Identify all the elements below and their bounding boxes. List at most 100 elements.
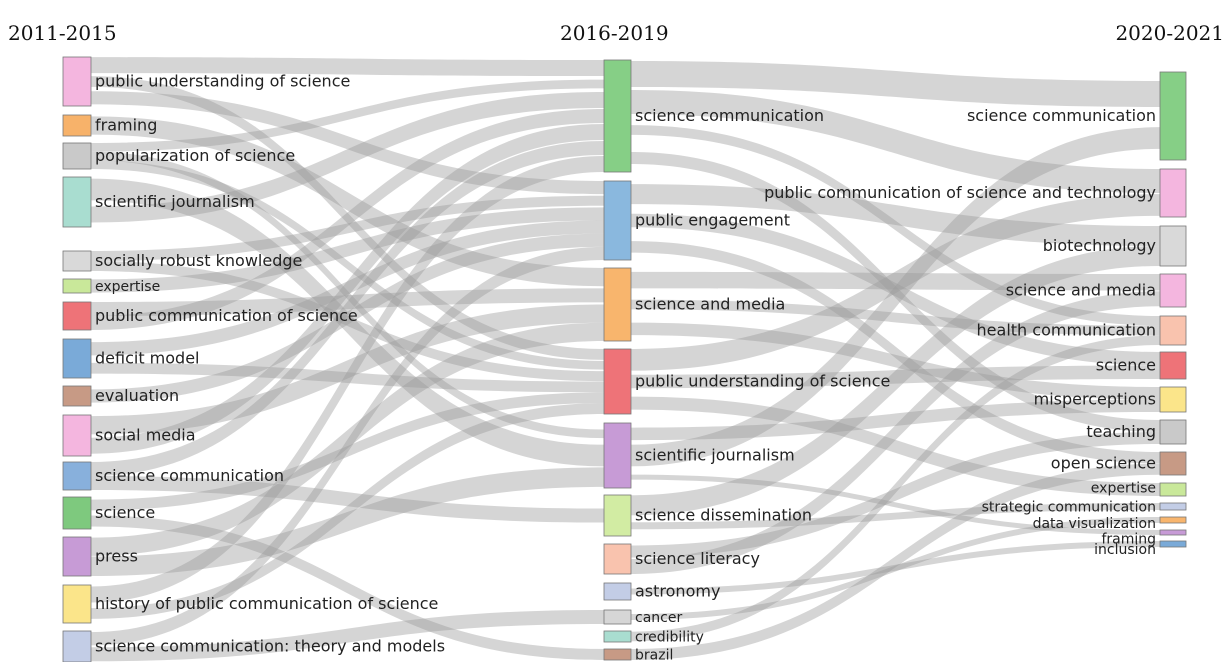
node-bar-c6 [1159,351,1187,380]
node-label-b1: science communication [635,106,824,125]
node-label-b7: science literacy [635,549,760,568]
link-a13-b3 [91,322,604,556]
node-bar-c4 [1159,273,1187,308]
node-bar-c8 [1159,419,1187,445]
node-bar-c14 [1159,540,1187,548]
link-b4-c6 [631,365,1160,389]
link-b4-c10 [631,396,1160,496]
node-b11: brazil [603,648,673,662]
node-bar-c7 [1159,386,1187,413]
period-title-3: 2020-2021 [1115,21,1224,45]
link-a14-b1 [91,156,604,603]
link-a7-b3 [91,288,604,316]
node-bar-a10 [62,414,92,457]
node-bar-b11 [603,648,632,661]
link-b2-c3 [631,184,1160,246]
node-bar-c10 [1159,482,1187,497]
node-label-b5: scientific journalism [635,446,795,465]
node-label-a12: science [95,503,155,522]
node-c5: health communication [977,315,1187,346]
link-a9-b2 [91,233,604,403]
node-label-a10: social media [95,426,196,445]
node-label-b11: brazil [635,648,673,662]
node-label-b3: science and media [635,295,785,314]
link-b1-c2 [631,90,1160,193]
link-a10-b3 [91,304,604,435]
link-b9-c12 [631,517,1160,620]
link-b6-c3 [631,246,1160,516]
link-b11-c9 [631,463,1160,660]
node-bar-b6 [603,494,632,537]
node-label-c3: biotechnology [1043,236,1156,255]
node-a12: science [62,496,155,530]
link-b8-c14 [631,541,1160,595]
node-c10: expertise [1091,481,1187,497]
node-bar-a7 [62,301,92,331]
node-bar-b1 [603,59,632,173]
node-label-c2: public communication of science and tech… [764,183,1156,202]
link-a1-b1 [91,57,604,76]
node-b5: scientific journalism [603,422,795,489]
link-a8-b2 [91,220,604,356]
node-b1: science communication [603,59,824,173]
link-b3-c5 [631,299,1160,336]
node-label-a14: history of public communication of scien… [95,594,438,613]
node-c7: misperceptions [1034,386,1187,413]
node-bar-a6 [62,278,92,294]
link-a2-b3 [91,116,604,287]
node-label-c1: science communication [967,106,1156,125]
link-a10-b1 [91,124,604,454]
node-bar-a14 [62,584,92,624]
links-layer [91,57,1160,662]
link-b4-c2 [631,194,1160,371]
link-a3-b1 [91,79,604,152]
link-a8-b4 [91,362,604,393]
link-a1-b2 [91,91,604,195]
node-label-b6: science dissemination [635,506,812,525]
node-c4: science and media [1006,273,1187,308]
node-label-a7: public communication of science [95,306,358,325]
node-label-a11: science communication [95,466,284,485]
node-bar-c12 [1159,516,1187,524]
node-label-a1: public understanding of science [95,72,350,91]
node-c11: strategic communication [982,500,1187,516]
node-a2: framing [62,114,157,137]
node-c12: data visualization [1033,516,1187,532]
node-bar-c1 [1159,71,1187,161]
node-label-b10: credibility [635,630,704,646]
node-b4: public understanding of science [603,348,890,415]
link-b2-c9 [631,241,1160,464]
node-a13: press [62,536,138,577]
node-a15: science communication: theory and models [62,630,445,662]
node-c6: science [1096,351,1187,380]
period-titles: 2011-2015 2016-2019 2020-2021 [8,21,1224,45]
node-c3: biotechnology [1043,225,1187,267]
node-c8: teaching [1086,419,1187,445]
node-a1: public understanding of science [62,56,350,107]
link-a1-b4 [91,76,604,360]
node-bar-b3 [603,267,632,342]
node-bar-a13 [62,536,92,577]
node-label-c13: framing [1101,532,1156,548]
node-label-c10: expertise [1091,481,1156,497]
node-bar-c11 [1159,502,1187,511]
node-b2: public engagement [603,180,790,261]
node-b6: science dissemination [603,494,812,537]
node-a6: expertise [62,278,160,295]
link-a3-b4 [91,160,604,370]
link-b7-c8 [631,432,1160,558]
link-a12-b4 [91,392,604,511]
node-a8: deficit model [62,338,200,379]
node-a11: science communication [62,461,284,491]
node-bar-a1 [62,56,92,107]
node-label-c5: health communication [977,321,1156,340]
node-label-a15: science communication: theory and models [95,637,445,656]
node-bar-c3 [1159,225,1187,267]
link-a11-b6 [91,476,604,523]
node-bar-a5 [62,250,92,272]
node-label-c12: data visualization [1033,516,1156,532]
link-a4-b5 [91,178,604,467]
node-bar-c13 [1159,529,1187,536]
node-label-c9: open science [1051,454,1156,473]
